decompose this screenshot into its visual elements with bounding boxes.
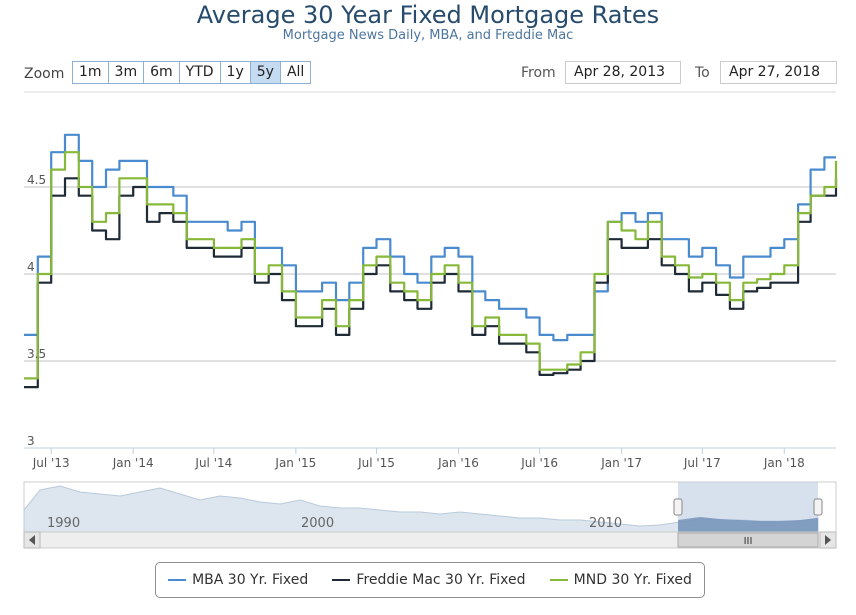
scrollbar-track[interactable]: [23, 531, 837, 549]
legend-label-freddie-mac: Freddie Mac 30 Yr. Fixed: [356, 572, 526, 588]
scroll-right-button[interactable]: [819, 531, 837, 549]
from-date-input[interactable]: Apr 28, 2013: [565, 61, 681, 84]
x-tick-label: Jul '13: [32, 456, 70, 470]
x-tick-label: Jul '17: [683, 456, 721, 470]
from-label: From: [521, 65, 556, 81]
x-tick-label: Jul '15: [357, 456, 395, 470]
y-tick-label: 4.5: [27, 173, 46, 187]
legend-item-mnd[interactable]: MND 30 Yr. Fixed: [549, 572, 692, 588]
zoom-button-group: 1m 3m 6m YTD 1y 5y All: [72, 61, 312, 84]
scrollbar: III: [23, 531, 837, 549]
navigator-label-2000: 2000: [301, 516, 334, 531]
zoom-1m-button[interactable]: 1m: [73, 62, 108, 83]
chevron-right-icon: [825, 535, 831, 545]
zoom-5y-button[interactable]: 5y: [249, 62, 280, 83]
to-label: To: [695, 65, 710, 81]
series-line-freddie-mac-30-yr-fixed[interactable]: [24, 177, 838, 389]
legend: MBA 30 Yr. Fixed Freddie Mac 30 Yr. Fixe…: [155, 562, 705, 598]
chevron-left-icon: [29, 535, 35, 545]
x-tick-label: Jan '15: [274, 456, 316, 470]
navigator-right-handle[interactable]: [813, 498, 823, 516]
y-tick-label: 3: [27, 434, 35, 448]
navigator-frame: [23, 481, 837, 533]
zoom-ytd-button[interactable]: YTD: [178, 62, 220, 83]
chart-subtitle: Mortgage News Daily, MBA, and Freddie Ma…: [282, 28, 574, 43]
navigator: 1990 2000 2010: [23, 481, 837, 533]
navigator-left-handle[interactable]: [673, 498, 683, 516]
navigator-selected-range[interactable]: [678, 482, 818, 532]
x-tick-label: Jan '16: [437, 456, 479, 470]
series-line-mba-30-yr-fixed[interactable]: [24, 133, 836, 342]
zoom-all-button[interactable]: All: [279, 62, 311, 83]
series-line-mnd-30-yr-fixed[interactable]: [24, 151, 838, 380]
x-tick-label: Jan '17: [600, 456, 642, 470]
legend-swatch-freddie-mac: [332, 579, 351, 581]
legend-item-freddie-mac[interactable]: Freddie Mac 30 Yr. Fixed: [332, 572, 526, 588]
legend-item-mba[interactable]: MBA 30 Yr. Fixed: [168, 572, 308, 588]
navigator-selected-series: [678, 517, 818, 532]
zoom-label: Zoom: [24, 66, 65, 82]
navigator-history-area: [23, 485, 819, 533]
legend-swatch-mnd: [549, 579, 568, 581]
scrollbar-grip-icon: III: [744, 536, 753, 547]
y-tick-label: 3.5: [27, 347, 46, 361]
x-tick-label: Jan '18: [763, 456, 805, 470]
zoom-1y-button[interactable]: 1y: [219, 62, 250, 83]
y-tick-label: 4: [27, 260, 35, 274]
zoom-6m-button[interactable]: 6m: [143, 62, 179, 83]
navigator-label-2010: 2010: [589, 516, 622, 531]
x-tick-label: Jul '16: [520, 456, 558, 470]
x-tick-label: Jan '14: [112, 456, 154, 470]
scrollbar-thumb[interactable]: [677, 532, 819, 548]
chart-title: Average 30 Year Fixed Mortgage Rates: [196, 1, 660, 29]
zoom-3m-button[interactable]: 3m: [107, 62, 144, 83]
navigator-label-1990: 1990: [47, 516, 80, 531]
x-tick-label: Jul '14: [194, 456, 232, 470]
to-date-input[interactable]: Apr 27, 2018: [720, 61, 837, 84]
legend-swatch-mba: [168, 579, 187, 581]
legend-label-mba: MBA 30 Yr. Fixed: [192, 572, 309, 588]
scroll-left-button[interactable]: [23, 531, 41, 549]
legend-label-mnd: MND 30 Yr. Fixed: [573, 572, 692, 588]
